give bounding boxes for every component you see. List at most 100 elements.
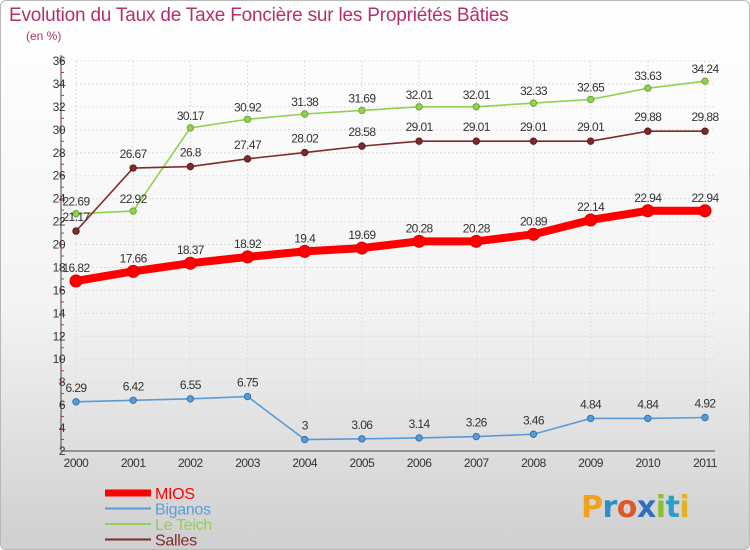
y-tick-label: 18 <box>53 260 66 274</box>
data-point <box>358 435 366 443</box>
series-layer: 6.29 6.42 6.55 6.75 3 3.06 3.14 3.26 3.46 4.84 4.8… <box>62 62 720 444</box>
y-tick-label: 32 <box>53 100 66 114</box>
logo-letter: t <box>665 490 680 525</box>
data-label: 30.92 <box>234 100 262 114</box>
data-label: 18.37 <box>177 243 205 257</box>
data-point <box>529 137 538 145</box>
x-tick-label: 2007 <box>464 456 490 470</box>
x-tick-label: 2004 <box>292 456 318 470</box>
data-point <box>584 213 598 227</box>
data-point <box>301 110 309 118</box>
logo-letter: i <box>655 490 666 525</box>
legend-label: Le Teich <box>155 517 212 534</box>
x-tick-label: 2000 <box>64 456 90 470</box>
data-point <box>701 127 709 135</box>
data-point <box>698 204 712 218</box>
data-label: 22.69 <box>62 195 90 209</box>
data-point <box>355 241 369 255</box>
data-label: 3.26 <box>466 416 488 430</box>
data-point <box>126 264 140 278</box>
data-label: 32.65 <box>577 80 605 94</box>
data-point <box>69 274 83 288</box>
data-point <box>241 250 255 264</box>
logo-letter: o <box>616 490 638 525</box>
data-point <box>243 392 252 401</box>
y-tick-label: 14 <box>53 306 66 320</box>
data-label: 29.01 <box>577 120 605 134</box>
x-tick-label: 2001 <box>121 456 147 470</box>
data-point <box>586 95 595 104</box>
y-tick-label: 24 <box>53 192 66 206</box>
data-point <box>301 148 309 157</box>
y-tick-label: 4 <box>59 421 66 435</box>
data-label: 32.01 <box>463 88 491 102</box>
x-tick-label: 2010 <box>635 456 661 470</box>
data-label: 20.28 <box>463 221 491 235</box>
data-point <box>186 395 195 403</box>
proxiti-logo: Proxiti <box>581 490 690 525</box>
y-tick-label: 12 <box>53 329 66 343</box>
data-point <box>586 137 595 145</box>
data-point <box>469 234 483 248</box>
data-point <box>701 77 709 85</box>
logo-letter: P <box>581 490 603 525</box>
axes <box>60 55 715 452</box>
data-label: 30.17 <box>177 109 205 123</box>
unit-label: (en %) <box>26 29 62 43</box>
series-line <box>72 206 709 286</box>
data-label: 4.84 <box>580 397 602 411</box>
data-label: 6.42 <box>123 379 145 393</box>
data-label: 27.47 <box>234 138 262 152</box>
data-label: 19.4 <box>294 231 316 245</box>
data-point <box>358 106 366 115</box>
data-label: 4.92 <box>695 397 717 411</box>
legend-label: Biganos <box>155 502 211 519</box>
data-label: 28.58 <box>348 125 376 139</box>
logo-letter: i <box>679 490 690 525</box>
data-point <box>72 227 80 235</box>
data-label: 20.28 <box>406 221 434 235</box>
data-point <box>358 142 366 150</box>
logo-letter: r <box>602 490 618 525</box>
data-label: 29.88 <box>691 110 719 124</box>
x-tick-label: 2009 <box>578 456 604 470</box>
data-point <box>526 227 540 241</box>
data-point <box>586 414 595 423</box>
data-point <box>186 162 195 171</box>
series-salles: 21.17 26.67 26.8 27.47 28.02 28.58 29.01 29.01 2… <box>62 110 720 235</box>
data-point <box>644 84 652 92</box>
series-line <box>75 395 706 441</box>
data-label: 22.92 <box>120 192 148 206</box>
data-label: 4.84 <box>637 397 659 411</box>
x-tick-label: 2008 <box>521 456 547 470</box>
data-label: 20.89 <box>520 214 548 228</box>
data-point <box>129 207 137 215</box>
data-point <box>298 244 312 258</box>
x-tick-label: 2006 <box>407 456 433 470</box>
y-tick-label: 6 <box>59 398 66 412</box>
data-label: 32.33 <box>520 84 548 98</box>
data-label: 33.63 <box>634 69 662 83</box>
x-tick-label: 2003 <box>235 456 261 470</box>
y-tick-label: 28 <box>53 146 66 160</box>
data-label: 31.69 <box>348 91 376 105</box>
data-label: 3.14 <box>409 417 431 431</box>
data-point <box>644 127 652 135</box>
data-label: 6.55 <box>180 378 202 392</box>
data-label: 34.24 <box>691 62 719 76</box>
data-point <box>301 435 309 444</box>
series-mios: 16.82 17.66 18.37 18.92 19.4 19.69 20.28 20.28 2… <box>62 191 720 288</box>
y-tick-label: 16 <box>53 283 66 297</box>
data-label: 22.94 <box>634 191 662 205</box>
legend-item-le-teich: Le Teich <box>105 517 212 534</box>
y-tick-label: 36 <box>53 54 66 68</box>
grid <box>75 60 715 452</box>
y-tick-label: 22 <box>53 215 66 229</box>
data-label: 29.01 <box>520 120 548 134</box>
data-point <box>415 103 423 111</box>
x-tick-label: 2005 <box>350 456 376 470</box>
